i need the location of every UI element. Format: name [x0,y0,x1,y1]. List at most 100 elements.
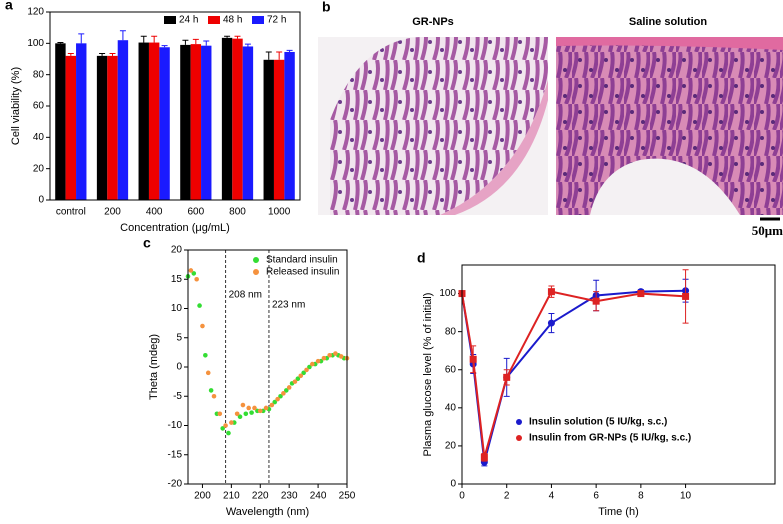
y-tick-label: 40 [445,402,457,413]
point [249,410,254,415]
y-tick-label: 80 [445,326,457,337]
legend-swatch [164,16,176,24]
y-tick-label: 80 [33,69,45,80]
plot-frame [187,249,348,485]
bar [96,55,108,200]
point [252,405,257,411]
error-bar [109,53,116,56]
x-tick-label: 6 [593,491,599,502]
line [461,290,686,458]
bar [55,43,66,201]
error-bar [286,49,293,52]
legend-label: Insulin from GR-NPs (5 IU/kg, s.c.) [529,433,691,444]
point [223,423,228,428]
marker [682,292,690,300]
panel-label: b [322,0,331,15]
y-tick-label: 0 [38,195,44,206]
tissue-edge [556,37,783,50]
y-tick-label: 60 [33,101,45,112]
point [321,355,327,361]
error-bar [151,35,158,43]
bar [273,59,285,201]
point [275,396,280,402]
y-tick-label: -20 [168,479,183,490]
bar [117,40,129,201]
error-bar [203,40,210,46]
point [237,414,243,420]
point [243,411,249,417]
y-tick-label: 20 [171,245,183,256]
marker [547,319,555,327]
marker [547,288,555,296]
x-tick-label: 220 [252,491,269,502]
marker [480,453,488,461]
x-axis-title: Wavelength (nm) [226,506,309,518]
x-tick-label: 8 [638,491,644,502]
panel-b: b GR-NPs Saline solution 50μm [318,0,783,238]
y-tick-label: -10 [168,420,183,431]
error-bar [67,53,74,56]
panel-label: a [5,0,13,13]
y-tick-label: 100 [439,288,456,299]
error-bar [161,45,168,48]
legend-swatch [253,269,259,275]
point [217,411,223,417]
point [295,376,301,382]
point [240,402,246,408]
y-axis-title: Plasma glucose level (% of initial) [422,293,434,457]
point [229,420,234,425]
x-tick-label: 600 [187,207,204,218]
x-tick-label: 240 [310,491,327,502]
point [338,354,344,359]
plot-frame [49,11,301,201]
point [327,353,332,358]
bar [159,47,170,200]
scale-label: 50μm [752,223,783,238]
error-bar [192,38,199,45]
point [226,430,231,436]
bar [65,55,77,200]
legend-swatch [516,419,522,425]
reference-label: 223 nm [272,300,305,311]
y-tick-label: 60 [445,364,457,375]
error-bar [119,30,126,41]
legend-swatch [516,435,522,441]
x-tick-label: 200 [194,491,211,502]
x-axis-title: Concentration (μg/mL) [120,222,230,234]
legend-swatch [253,257,259,263]
point [246,405,252,411]
error-bar [182,39,189,45]
error-bar [57,42,64,44]
reference-label: 208 nm [229,290,262,301]
bar [190,44,202,200]
error-bar [224,35,231,38]
legend-label: 72 h [267,15,286,26]
y-tick-label: 5 [176,332,182,343]
y-tick-label: 0 [450,479,456,490]
point [310,361,315,367]
bar [221,37,233,200]
marker [592,297,600,305]
point [292,379,298,384]
point [191,271,197,276]
bar [201,45,212,200]
point [315,358,321,364]
bar [107,55,118,200]
x-tick-label: 2 [504,491,510,502]
x-tick-label: 4 [549,491,555,502]
tissue [556,37,783,215]
point [272,399,278,405]
y-tick-label: 40 [33,132,45,143]
error-bar [244,43,251,47]
point [208,388,214,393]
x-tick-label: 1000 [268,207,291,218]
y-axis-title: Theta (mdeg) [148,334,160,400]
y-tick-label: -5 [173,391,182,402]
point [286,385,292,390]
point [278,393,283,399]
point [298,373,304,379]
bar [242,46,254,200]
point [281,391,286,396]
legend-swatch [252,16,264,24]
marker [503,373,511,381]
